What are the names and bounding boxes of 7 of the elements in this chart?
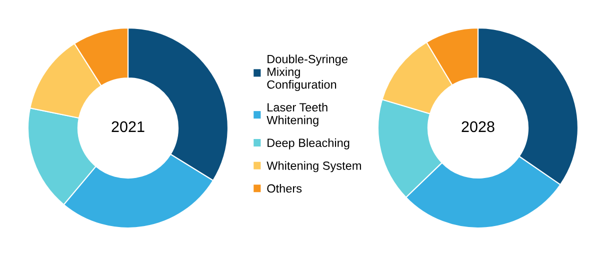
legend-label: Others [267, 184, 302, 193]
text: 2028 [462, 121, 494, 132]
legend-label: Double-Syringe Mixing Configuration [267, 54, 348, 92]
legend-label: Deep Bleaching [268, 138, 350, 150]
text: 2021 [112, 121, 144, 132]
legend-label: Laser Teeth Whitening [266, 102, 328, 127]
legend-label: Whitening System [266, 161, 361, 172]
